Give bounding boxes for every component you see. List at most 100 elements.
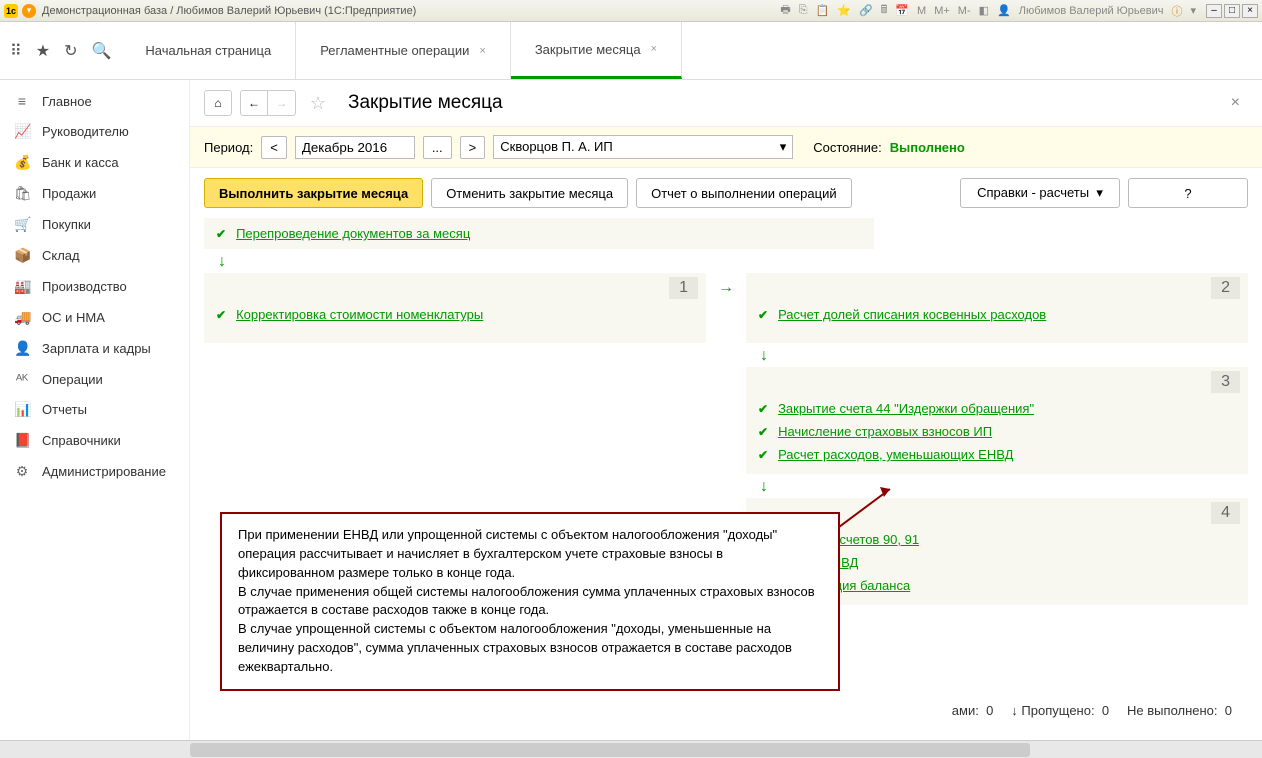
- star-icon[interactable]: ★: [36, 41, 50, 61]
- sidebar-item[interactable]: 💰 Банк и касса: [0, 147, 189, 178]
- arrow-down-icon: ↓: [760, 347, 1248, 365]
- scrollbar-thumb[interactable]: [190, 743, 1030, 757]
- stage-3: 3 ✔Закрытие счета 44 "Издержки обращения…: [746, 367, 1248, 474]
- callout-box: При применении ЕНВД или упрощенной систе…: [220, 512, 840, 691]
- op-link[interactable]: Расчет расходов, уменьшающих ЕНВД: [778, 447, 1013, 462]
- fav-icon[interactable]: ⭐: [835, 4, 853, 17]
- mminus-icon[interactable]: M-: [956, 5, 973, 17]
- cancel-button[interactable]: Отменить закрытие месяца: [431, 178, 628, 208]
- tab[interactable]: Регламентные операции ×: [296, 22, 511, 79]
- panel-icon[interactable]: ◧: [977, 4, 991, 17]
- state-value: Выполнено: [890, 140, 965, 155]
- maximize-button[interactable]: □: [1224, 4, 1240, 18]
- sidebar-icon: 📦: [14, 247, 30, 264]
- sidebar-item[interactable]: ⚙ Администрирование: [0, 456, 189, 487]
- home-button[interactable]: ⌂: [204, 90, 232, 116]
- sidebar-item[interactable]: 📈 Руководителю: [0, 116, 189, 147]
- sidebar-icon: 📊: [14, 401, 30, 418]
- help-button[interactable]: ?: [1128, 178, 1248, 208]
- tab-label: Закрытие месяца: [535, 42, 641, 57]
- sidebar-item[interactable]: 👤 Зарплата и кадры: [0, 333, 189, 364]
- sidebar-icon: 🚚: [14, 309, 30, 326]
- tab-close-icon[interactable]: ×: [651, 43, 657, 55]
- status-bar: ами: 0 ↓ Пропущено: 0 Не выполнено: 0: [952, 703, 1232, 718]
- period-picker-button[interactable]: ...: [423, 136, 452, 159]
- sidebar-item[interactable]: 🛒Покупки: [0, 209, 189, 240]
- action-bar: Выполнить закрытие месяца Отменить закры…: [190, 168, 1262, 218]
- paste-icon[interactable]: 📋: [814, 4, 832, 17]
- sidebar-item[interactable]: 📕Справочники: [0, 425, 189, 456]
- report-button[interactable]: Отчет о выполнении операций: [636, 178, 852, 208]
- sidebar-icon: ⚙: [14, 463, 30, 480]
- refs-button[interactable]: Справки - расчеты ▾: [960, 178, 1120, 208]
- app-logo-icon: 1c: [4, 4, 18, 18]
- sidebar-label: Руководителю: [42, 124, 129, 139]
- sidebar-item[interactable]: 📦Склад: [0, 240, 189, 271]
- close-button[interactable]: ×: [1242, 4, 1258, 18]
- op-link[interactable]: Закрытие счета 44 "Издержки обращения": [778, 401, 1034, 416]
- copy-icon[interactable]: ⎘: [797, 4, 810, 17]
- sidebar-label: Главное: [42, 94, 92, 109]
- stage-number: 1: [669, 277, 698, 299]
- stage-number: 4: [1211, 502, 1240, 524]
- calc-icon[interactable]: 🖩: [879, 1, 890, 20]
- m-icon[interactable]: M: [915, 5, 928, 17]
- sidebar-icon: 💰: [14, 154, 30, 171]
- content: ⌂ ← → ☆ Закрытие месяца × Период: < ... …: [190, 80, 1262, 740]
- sidebar-label: Отчеты: [42, 402, 87, 417]
- sidebar-item[interactable]: ≡Главное: [0, 86, 189, 116]
- tab-label: Регламентные операции: [320, 43, 469, 58]
- arrow-down-icon: ↓: [218, 253, 1248, 271]
- user-name[interactable]: Любимов Валерий Юрьевич: [1017, 5, 1166, 17]
- sidebar-label: Операции: [42, 372, 103, 387]
- sidebar-item[interactable]: 📊 Отчеты: [0, 394, 189, 425]
- sidebar-item[interactable]: 🛍Продажи: [0, 178, 189, 209]
- run-button[interactable]: Выполнить закрытие месяца: [204, 178, 423, 208]
- info-icon[interactable]: ⓘ: [1169, 3, 1184, 19]
- tab[interactable]: Закрытие месяца ×: [511, 22, 682, 79]
- sidebar-icon: 👤: [14, 340, 30, 357]
- search-icon[interactable]: 🔍: [91, 41, 111, 61]
- dropdown-icon[interactable]: ▾: [22, 4, 36, 18]
- tab-close-icon[interactable]: ×: [479, 45, 485, 57]
- op-link[interactable]: Корректировка стоимости номенклатуры: [236, 307, 483, 322]
- sidebar-icon: 🏭: [14, 278, 30, 295]
- stage-2: 2 ✔ Расчет долей списания косвенных расх…: [746, 273, 1248, 343]
- sidebar-icon: 📈: [14, 123, 30, 140]
- stage-1: 1 ✔ Корректировка стоимости номенклатуры: [204, 273, 706, 343]
- op-reprov: ✔ Перепроведение документов за месяц: [204, 218, 874, 249]
- sidebar-icon: ᴬᴷ: [14, 371, 30, 387]
- sidebar-item[interactable]: ᴬᴷ Операции: [0, 364, 189, 394]
- apps-icon[interactable]: ⠿: [10, 41, 22, 61]
- sidebar-label: Администрирование: [42, 464, 166, 479]
- op-link[interactable]: Перепроведение документов за месяц: [236, 226, 470, 241]
- print-icon[interactable]: 🖶: [778, 1, 792, 20]
- period-prev-button[interactable]: <: [261, 136, 287, 159]
- calendar-icon[interactable]: 📅: [893, 4, 911, 17]
- op-link[interactable]: Расчет долей списания косвенных расходов: [778, 307, 1046, 322]
- org-select[interactable]: Скворцов П. А. ИП ▾: [493, 135, 793, 159]
- sidebar-item[interactable]: 🚚ОС и НМА: [0, 302, 189, 333]
- history-icon[interactable]: ↻: [64, 41, 77, 61]
- minimize-button[interactable]: –: [1206, 4, 1222, 18]
- fav-page-icon[interactable]: ☆: [304, 90, 332, 116]
- forward-button[interactable]: →: [268, 90, 296, 116]
- period-input[interactable]: [295, 136, 415, 159]
- sidebar-label: Справочники: [42, 433, 121, 448]
- mplus-icon[interactable]: M+: [932, 5, 952, 17]
- window-title: Демонстрационная база / Любимов Валерий …: [42, 5, 778, 17]
- tab[interactable]: Начальная страница: [121, 22, 296, 79]
- horizontal-scrollbar[interactable]: [0, 740, 1262, 758]
- sidebar-label: Зарплата и кадры: [42, 341, 151, 356]
- link-icon[interactable]: 🔗: [857, 4, 875, 17]
- back-button[interactable]: ←: [240, 90, 268, 116]
- period-next-button[interactable]: >: [460, 136, 486, 159]
- user-icon[interactable]: 👤: [995, 4, 1013, 17]
- sidebar-item[interactable]: 🏭 Производство: [0, 271, 189, 302]
- sidebar-label: Производство: [42, 279, 127, 294]
- op-link[interactable]: Начисление страховых взносов ИП: [778, 424, 992, 439]
- sidebar-label: Банк и касса: [42, 155, 119, 170]
- info-dd-icon[interactable]: ▾: [1188, 4, 1198, 17]
- check-icon: ✔: [758, 402, 768, 416]
- page-close-button[interactable]: ×: [1223, 94, 1248, 112]
